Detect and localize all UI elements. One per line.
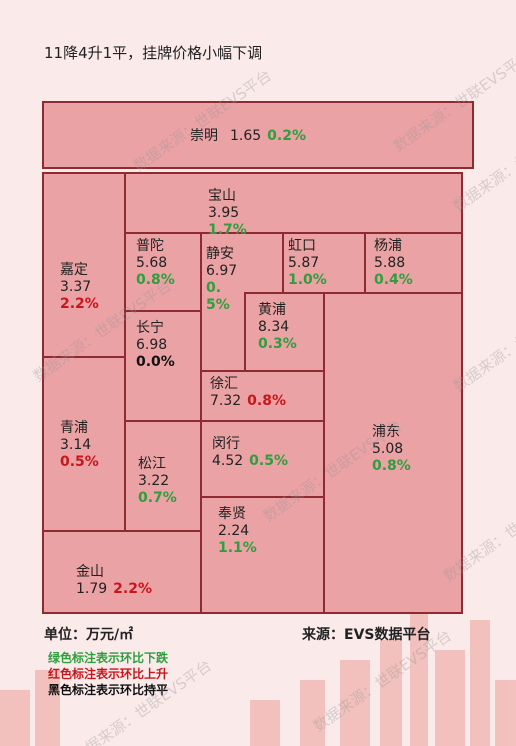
price: 1.65 xyxy=(230,128,262,144)
district-label: 嘉定 3.37 2.2% xyxy=(60,262,99,313)
district-label: 宝山 3.95 1.7% xyxy=(208,188,247,239)
district-box-joint xyxy=(202,291,244,295)
change: 0.5% xyxy=(206,280,230,313)
district-name: 松江 xyxy=(138,456,166,472)
price: 5.08 xyxy=(372,441,404,457)
change: 0.8% xyxy=(372,458,411,474)
unit: 单位：万元/㎡ xyxy=(44,627,134,643)
title: 11降4升1平，挂牌价格小幅下调 xyxy=(44,44,263,62)
price: 5.87 xyxy=(288,255,320,271)
district-label: 闵行 4.52 0.5% xyxy=(212,436,288,470)
district-box xyxy=(42,530,202,614)
district-name: 青浦 xyxy=(60,420,88,436)
price: 3.37 xyxy=(60,279,92,295)
legend-item: 红色标注表示环比上升 xyxy=(48,667,169,681)
price: 4.52 xyxy=(212,453,244,469)
price: 1.79 xyxy=(76,581,108,597)
district-box xyxy=(124,420,202,532)
district-label: 崇明 1.65 0.2% xyxy=(190,128,306,145)
change: 0.5% xyxy=(249,453,288,469)
price: 5.68 xyxy=(136,255,168,271)
price: 3.22 xyxy=(138,473,170,489)
district-box xyxy=(42,356,126,532)
district-label: 金山 1.79 2.2% xyxy=(76,564,152,598)
change: 0.5% xyxy=(60,454,99,470)
district-box xyxy=(364,232,463,294)
price: 3.95 xyxy=(208,205,240,221)
change: 0.0% xyxy=(136,354,175,370)
district-box xyxy=(42,101,474,169)
change: 0.7% xyxy=(138,490,177,506)
change: 0.3% xyxy=(258,336,297,352)
district-name: 浦东 xyxy=(372,424,400,440)
district-box xyxy=(200,370,325,422)
price: 2.24 xyxy=(218,523,250,539)
price: 5.88 xyxy=(374,255,406,271)
legend-item: 黑色标注表示环比持平 xyxy=(48,683,169,697)
district-name: 长宁 xyxy=(136,320,164,336)
district-label: 虹口 5.87 1.0% xyxy=(288,238,327,289)
change: 1.1% xyxy=(218,540,257,556)
price: 3.14 xyxy=(60,437,92,453)
district-label: 静安 6.97 0.5% xyxy=(206,246,242,314)
change: 1.7% xyxy=(208,222,247,238)
district-label: 长宁 6.98 0.0% xyxy=(136,320,175,371)
legend: 绿色标注表示环比下跌 红色标注表示环比上升 黑色标注表示环比持平 xyxy=(48,650,168,698)
price: 7.32 xyxy=(210,393,242,409)
district-name: 普陀 xyxy=(136,238,164,254)
district-name: 静安 xyxy=(206,246,234,262)
district-box xyxy=(200,496,325,614)
source: 来源：EVS数据平台 xyxy=(302,627,431,643)
change: 0.4% xyxy=(374,272,413,288)
district-label: 徐汇 7.32 0.8% xyxy=(210,376,286,410)
price: 8.34 xyxy=(258,319,290,335)
district-label: 黄浦 8.34 0.3% xyxy=(258,302,297,353)
change: 0.8% xyxy=(136,272,175,288)
price: 6.97 xyxy=(206,263,238,279)
district-label: 普陀 5.68 0.8% xyxy=(136,238,175,289)
district-name: 嘉定 xyxy=(60,262,88,278)
district-label: 杨浦 5.88 0.4% xyxy=(374,238,413,289)
district-label: 浦东 5.08 0.8% xyxy=(372,424,411,475)
district-name: 宝山 xyxy=(208,188,236,204)
district-name: 金山 xyxy=(76,564,104,580)
change: 2.2% xyxy=(60,296,99,312)
legend-item: 绿色标注表示环比下跌 xyxy=(48,651,169,665)
change: 0.8% xyxy=(247,393,286,409)
change: 1.0% xyxy=(288,272,327,288)
district-name: 崇明 xyxy=(190,128,218,144)
district-name: 杨浦 xyxy=(374,238,402,254)
district-label: 青浦 3.14 0.5% xyxy=(60,420,99,471)
district-box xyxy=(282,232,366,294)
district-name: 黄浦 xyxy=(258,302,286,318)
district-label: 松江 3.22 0.7% xyxy=(138,456,177,507)
price: 6.98 xyxy=(136,337,168,353)
district-name: 闵行 xyxy=(212,436,240,452)
district-name: 奉贤 xyxy=(218,506,246,522)
district-label: 奉贤 2.24 1.1% xyxy=(218,506,257,557)
district-name: 虹口 xyxy=(288,238,316,254)
district-name: 徐汇 xyxy=(210,376,238,392)
district-box xyxy=(200,420,325,498)
change: 0.2% xyxy=(267,128,306,144)
change: 2.2% xyxy=(113,581,152,597)
district-box xyxy=(124,172,463,234)
